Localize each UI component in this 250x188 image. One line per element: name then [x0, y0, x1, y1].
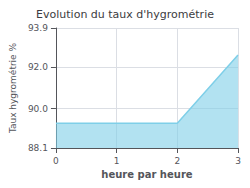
svg-text:3: 3 — [235, 156, 241, 166]
svg-text:93.9: 93.9 — [28, 23, 48, 33]
svg-text:88.1: 88.1 — [28, 143, 48, 153]
svg-text:Evolution du taux d'hygrométri: Evolution du taux d'hygrométrie — [36, 8, 214, 21]
svg-text:1: 1 — [114, 156, 120, 166]
svg-text:heure par heure: heure par heure — [101, 169, 192, 180]
svg-text:90.0: 90.0 — [28, 104, 48, 114]
svg-text:2: 2 — [174, 156, 180, 166]
svg-text:Taux hygrométrie %: Taux hygrométrie % — [8, 42, 18, 134]
svg-text:0: 0 — [53, 156, 59, 166]
svg-text:92.0: 92.0 — [28, 62, 48, 72]
